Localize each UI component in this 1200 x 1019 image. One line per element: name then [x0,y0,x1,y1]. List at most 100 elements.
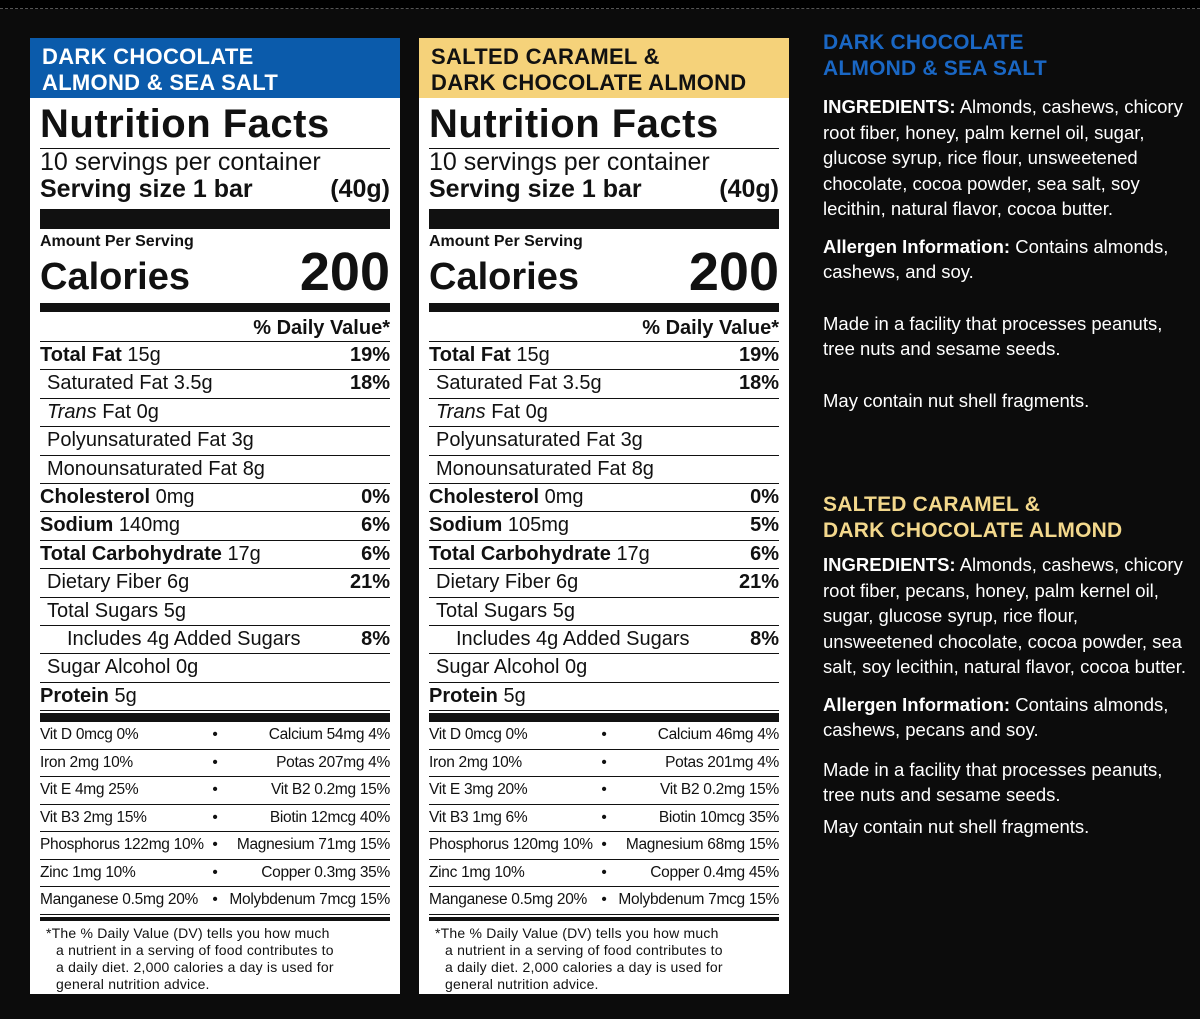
thick-divider [429,713,779,723]
vitamin-right: Potas 207mg 4% [276,753,390,771]
nutrient-row: Includes 4g Added Sugars 8% [429,626,779,655]
vitamin-right: Calcium 54mg 4% [268,726,391,744]
nutrient-row: Total Sugars 5g [40,598,390,627]
nutrient-row: Dietary Fiber 6g 21% [40,569,390,598]
vitamin-right: Vit B2 0.2mg 15% [271,781,390,799]
daily-value-heading: % Daily Value* [40,315,390,342]
nutrient-row: Sodium 105mg 5% [429,512,779,541]
medium-divider [40,303,390,312]
daily-value-percent: 21% [349,571,390,594]
ingredients-text: INGREDIENTS: Almonds, cashews, chicory r… [823,96,1183,219]
daily-value-percent: 19% [349,344,390,366]
vitamin-left: Vit D 0mcg 0% [429,726,528,744]
medium-divider [429,303,779,312]
daily-value-percent: 6% [361,514,390,537]
thick-divider [40,209,390,229]
servings-per-container: 10 servings per container [40,148,321,176]
vitamin-left: Manganese 0.5mg 20% [40,891,199,909]
nutrient-row: Trans Fat 0g [429,399,779,428]
allergen-text: Allergen Information: Contains almonds, … [823,235,1169,283]
vitamin-left: Iron 2mg 10% [40,753,133,771]
nutrient-row: Total Fat 15g 19% [429,342,779,371]
bullet-icon: • [212,726,218,744]
nutrient-row: Polyunsaturated Fat 3g [429,427,779,456]
footnote-divider [429,916,779,921]
nutrient-row: Trans Fat 0g [40,399,390,428]
ingredients-column: DARK CHOCOLATE ALMOND & SEA SALT INGREDI… [823,30,1193,837]
vitamin-left: Zinc 1mg 10% [429,863,525,881]
amount-per-serving: Amount Per Serving [40,233,194,250]
shell-warning: May contain nut shell fragments. [823,815,1090,837]
nutrient-row: Protein 5g [40,683,390,712]
vitamin-row: Vit B3 1mg 6% • Biotin 10mcg 35% [429,805,779,833]
info-heading: DARK CHOCOLATE ALMOND & SEA SALT [823,31,1047,80]
thick-divider [40,713,390,723]
vitamin-right: Copper 0.3mg 35% [261,863,390,881]
nutrient-row: Polyunsaturated Fat 3g [40,427,390,456]
top-border [0,0,1200,9]
vitamin-right: Magnesium 71mg 15% [236,836,390,854]
nutrition-facts-heading: Nutrition Facts [429,102,779,149]
daily-value-percent: 8% [361,628,390,651]
allergen-text: Allergen Information: Contains almonds, … [823,693,1169,741]
calories-row: Calories 200 [40,242,390,302]
thick-divider [429,209,779,229]
footnote: *The % Daily Value (DV) tells you how mu… [435,924,723,992]
daily-value-heading: % Daily Value* [429,315,779,342]
bullet-icon: • [212,891,218,909]
nutrient-row: Sugar Alcohol 0g [40,654,390,683]
vitamin-right: Biotin 12mcg 40% [269,808,390,826]
vitamin-left: Vit D 0mcg 0% [40,726,139,744]
ingredients-text: INGREDIENTS: Almonds, cashews, chicory r… [823,554,1186,677]
nutrient-row: Dietary Fiber 6g 21% [429,569,779,598]
vitamin-row: Vit E 4mg 25% • Vit B2 0.2mg 15% [40,777,390,805]
nutrient-row: Cholesterol 0mg 0% [40,484,390,513]
vitamin-left: Vit E 3mg 20% [429,781,528,799]
nutrient-row: Total Sugars 5g [429,598,779,627]
bullet-icon: • [212,836,218,854]
bullet-icon: • [601,891,607,909]
bullet-icon: • [212,863,218,881]
vitamin-left: Manganese 0.5mg 20% [429,891,588,909]
vitamin-left: Vit E 4mg 25% [40,781,139,799]
nutrient-row: Saturated Fat 3.5g 18% [40,370,390,399]
calories-value: 200 [688,242,779,302]
vitamin-right: Magnesium 68mg 15% [625,836,779,854]
daily-value-percent: 8% [750,628,779,651]
daily-value-percent: 0% [750,486,779,509]
nutrient-row: Protein 5g [429,683,779,712]
facility-text: Made in a facility that processes peanut… [823,312,1163,360]
footnote-divider [40,916,390,921]
vitamin-right: Molybdenum 7mcg 15% [618,891,779,909]
bullet-icon: • [601,726,607,744]
vitamin-left: Phosphorus 122mg 10% [40,836,204,854]
vitamin-row: Vit E 3mg 20% • Vit B2 0.2mg 15% [429,777,779,805]
servings-per-container: 10 servings per container [429,148,710,176]
bullet-icon: • [601,836,607,854]
serving-size: Serving size 1 bar (40g) [40,175,390,203]
vitamin-left: Phosphorus 120mg 10% [429,836,593,854]
product-title-band: SALTED CARAMEL & DARK CHOCOLATE ALMOND [419,38,789,98]
daily-value-percent: 19% [738,344,779,366]
nutrient-row: Total Carbohydrate 17g 6% [429,541,779,570]
daily-value-percent: 18% [738,372,779,395]
bullet-icon: • [601,863,607,881]
nutrition-facts-heading: Nutrition Facts [40,102,390,149]
nutrient-row: Total Carbohydrate 17g 6% [40,541,390,570]
bullet-icon: • [601,753,607,771]
daily-value-percent: 5% [750,514,779,537]
nutrient-row: Total Fat 15g 19% [40,342,390,371]
vitamin-row: Manganese 0.5mg 20% • Molybdenum 7mcg 15… [429,887,779,915]
nutrient-row: Sodium 140mg 6% [40,512,390,541]
nutrient-row: Monounsaturated Fat 8g [429,456,779,485]
vitamin-row: Zinc 1mg 10% • Copper 0.4mg 45% [429,860,779,888]
info-heading: SALTED CARAMEL & DARK CHOCOLATE ALMOND [823,493,1123,542]
nutrient-row: Cholesterol 0mg 0% [429,484,779,513]
vitamin-row: Vit B3 2mg 15% • Biotin 12mcg 40% [40,805,390,833]
nutrition-panel-1: DARK CHOCOLATE ALMOND & SEA SALT Nutriti… [30,38,400,994]
calories-value: 200 [299,242,390,302]
vitamin-row: Phosphorus 120mg 10% • Magnesium 68mg 15… [429,832,779,860]
vitamin-row: Iron 2mg 10% • Potas 201mg 4% [429,750,779,778]
facility-text: Made in a facility that processes peanut… [823,758,1163,806]
vitamin-row: Phosphorus 122mg 10% • Magnesium 71mg 15… [40,832,390,860]
